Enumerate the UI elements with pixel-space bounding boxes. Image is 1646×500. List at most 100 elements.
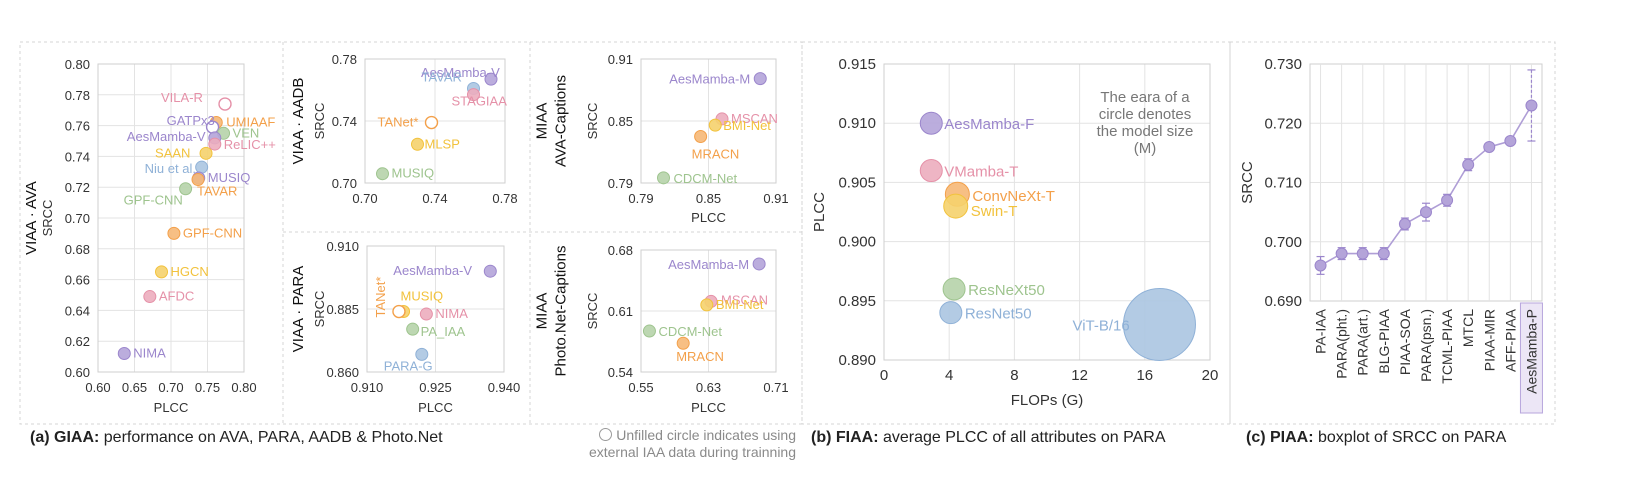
- data-point: [483, 264, 497, 278]
- category-label: PARA(psn.): [1418, 309, 1434, 382]
- y-tick-label: 0.70: [332, 176, 357, 191]
- data-point: [657, 171, 670, 185]
- chart-ava: 0.60 0.62 0.64 0.66 0.68 0.70 0.72 0.74 0.76 0.78…: [23, 57, 276, 415]
- category-label: PIAA-SOA: [1397, 308, 1413, 375]
- data-point: [919, 159, 943, 183]
- y-tick-label: 0.74: [332, 114, 357, 129]
- data-point: [467, 88, 480, 102]
- x-tick-label: 0.55: [628, 380, 653, 395]
- point-label: ResNet50: [965, 306, 1032, 323]
- data-point: [753, 72, 767, 86]
- point-label: Swin-T: [971, 203, 1018, 220]
- x-tick-label: 12: [1071, 367, 1088, 384]
- plot-area-border: [640, 249, 777, 373]
- y-tick-label: 0.915: [838, 56, 876, 73]
- data-point: [167, 226, 181, 240]
- point-label: AesMamba-M: [669, 72, 750, 87]
- y-tick-label: 0.70: [65, 211, 90, 226]
- point-label: CDCM-Net: [674, 171, 738, 186]
- y-tick-label: 0.80: [65, 57, 90, 72]
- x-tick-label: 0: [880, 367, 888, 384]
- plot-area-border: [366, 245, 505, 373]
- data-point: [752, 257, 766, 271]
- caption-fiaa-bold: (b) FIAA:: [811, 429, 879, 446]
- y-tick-label: 0.900: [838, 234, 876, 251]
- data-point: [415, 347, 429, 361]
- data-point: [143, 290, 157, 304]
- y-tick-label: 0.54: [608, 365, 633, 380]
- y-tick-label: 0.720: [1264, 115, 1302, 132]
- panel-title: MIAA: [534, 293, 551, 330]
- caption-giaa-text: performance on AVA, PARA, AADB & Photo.N…: [99, 429, 443, 446]
- chart-fiaa: 0.890 0.895 0.900 0.905 0.910 0.915 0 4 8 12 16 20 P…: [811, 56, 1218, 409]
- y-tick-label: 0.710: [1264, 175, 1302, 192]
- data-point: [208, 137, 222, 151]
- point-label: BMI-Net: [716, 297, 764, 312]
- point-label: AesMamba-V: [127, 129, 206, 144]
- x-tick-label: 0.85: [696, 191, 721, 206]
- y-tick-label: 0.76: [65, 119, 90, 134]
- data-point: [1441, 194, 1454, 207]
- point-label: MRACN: [692, 147, 740, 162]
- annotation-line: the model size: [1097, 123, 1194, 140]
- y-axis-label: SRCC: [312, 291, 327, 328]
- point-label: TAVAR: [422, 69, 462, 84]
- x-tick-label: 0.65: [122, 380, 147, 395]
- y-axis-label: SRCC: [40, 200, 55, 237]
- data-point: [694, 130, 708, 143]
- point-label: AesMamba-F: [944, 116, 1034, 133]
- chart-ava-cap: 0.79 0.85 0.91 0.79 0.85 0.91 SRCC PLCC MIAA AVA-…: [534, 52, 789, 225]
- y-axis-label: SRCC: [312, 103, 327, 140]
- x-tick-label: 0.75: [195, 380, 220, 395]
- data-point: [392, 304, 406, 319]
- point-label: MRACN: [676, 349, 724, 364]
- data-point: [642, 324, 656, 338]
- plot-area-border: [97, 63, 245, 373]
- point-label: TAVAR: [197, 184, 237, 199]
- y-tick-label: 0.79: [608, 176, 633, 191]
- panel-title: VIAA · AVA: [23, 181, 40, 255]
- caption-piaa-text: boxplot of SRCC on PARA: [1313, 429, 1507, 446]
- y-tick-label: 0.64: [65, 303, 90, 318]
- unfilled-circle-icon: [599, 428, 613, 441]
- point-label: ReLIC++: [224, 137, 276, 152]
- annotation-line: (M): [1134, 140, 1157, 157]
- y-tick-label: 0.66: [65, 273, 90, 288]
- point-label: AFDC: [159, 289, 194, 304]
- point-label: BMI-Net: [723, 118, 771, 133]
- point-label: ResNeXt50: [968, 282, 1045, 299]
- category-label: PARA(pht.): [1334, 309, 1350, 379]
- y-tick-label: 0.60: [65, 365, 90, 380]
- y-tick-label: 0.91: [608, 52, 633, 67]
- x-axis-label: PLCC: [691, 210, 726, 225]
- point-label: VMamba-T: [944, 164, 1018, 181]
- data-point: [1356, 247, 1369, 260]
- data-point: [943, 193, 969, 219]
- data-point: [419, 307, 433, 321]
- point-label: AesMamba-M: [668, 257, 749, 272]
- y-tick-label: 0.85: [608, 114, 633, 129]
- data-point: [411, 137, 424, 151]
- point-label: MUSIQ: [401, 289, 444, 304]
- point-label: VEN: [233, 125, 260, 140]
- data-point: [218, 97, 232, 111]
- x-tick-label: 0.70: [158, 380, 183, 395]
- category-label: AFF-PIAA: [1502, 308, 1518, 372]
- x-tick-label: 16: [1136, 367, 1153, 384]
- y-axis-label: SRCC: [585, 103, 600, 140]
- highlight-box: [1519, 302, 1543, 414]
- x-tick-label: 0.63: [696, 380, 721, 395]
- caption-fiaa: (b) FIAA: average PLCC of all attributes…: [811, 429, 1166, 447]
- y-tick-label: 0.61: [608, 304, 633, 319]
- x-axis-label: PLCC: [691, 400, 726, 415]
- x-tick-label: 0.91: [763, 191, 788, 206]
- panel-title: VIAA · PARA: [290, 266, 307, 352]
- point-label: MLSP: [425, 136, 460, 151]
- caption-giaa: (a) GIAA: performance on AVA, PARA, AADB…: [30, 429, 443, 447]
- data-point: [155, 265, 169, 279]
- y-tick-label: 0.910: [326, 239, 359, 254]
- data-point: [1314, 259, 1327, 272]
- plot-area-border: [364, 58, 506, 184]
- data-point: [1483, 140, 1496, 153]
- x-tick-label: 0.60: [85, 380, 110, 395]
